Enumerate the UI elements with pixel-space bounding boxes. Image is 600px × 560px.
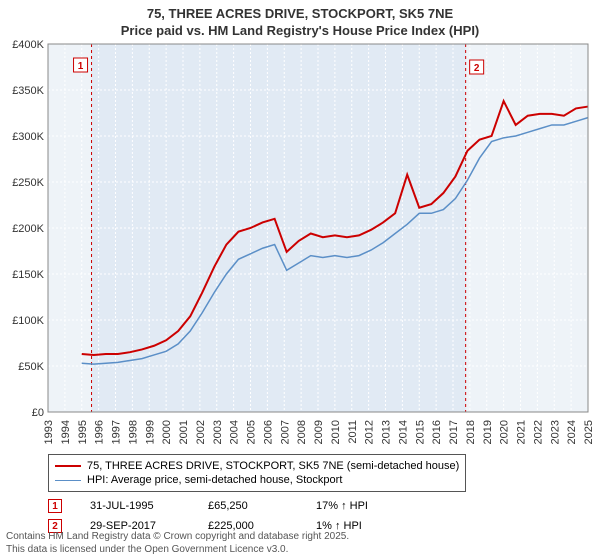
sales-table: 131-JUL-1995£65,25017% ↑ HPI229-SEP-2017… (48, 496, 368, 536)
svg-text:1993: 1993 (43, 420, 55, 444)
svg-text:£300K: £300K (12, 131, 44, 143)
svg-text:2010: 2010 (330, 420, 342, 444)
sale-row: 1 31-JUL-1995 £65,250 17% ↑ HPI (48, 496, 368, 516)
svg-text:1996: 1996 (94, 420, 106, 444)
svg-text:2012: 2012 (364, 420, 376, 444)
footer-attribution: Contains HM Land Registry data © Crown c… (6, 531, 594, 556)
svg-text:2021: 2021 (516, 420, 528, 444)
svg-text:2008: 2008 (296, 420, 308, 444)
svg-text:2011: 2011 (347, 420, 359, 444)
svg-text:£100K: £100K (12, 315, 44, 327)
svg-text:2014: 2014 (397, 420, 409, 444)
sale-marker: 1 (48, 499, 62, 513)
svg-text:2024: 2024 (566, 420, 578, 444)
svg-text:2: 2 (474, 63, 480, 74)
sale-price: £65,250 (208, 500, 288, 512)
svg-text:2019: 2019 (482, 420, 494, 444)
chart-legend: 75, THREE ACRES DRIVE, STOCKPORT, SK5 7N… (48, 454, 466, 492)
sale-delta: 17% ↑ HPI (316, 500, 368, 512)
svg-text:2020: 2020 (499, 420, 511, 444)
svg-text:1994: 1994 (60, 420, 72, 444)
svg-text:£50K: £50K (18, 361, 44, 373)
svg-text:2022: 2022 (532, 420, 544, 444)
svg-text:£400K: £400K (12, 39, 44, 51)
legend-swatch (55, 480, 81, 481)
svg-text:2000: 2000 (161, 420, 173, 444)
svg-text:2025: 2025 (583, 420, 595, 444)
svg-text:£150K: £150K (12, 269, 44, 281)
svg-text:2002: 2002 (195, 420, 207, 444)
legend-swatch (55, 465, 81, 467)
svg-text:2023: 2023 (549, 420, 561, 444)
svg-text:£250K: £250K (12, 177, 44, 189)
line-chart: £0 £50K £100K £150K £200K £250K £300K £350K £400… (0, 0, 600, 456)
svg-text:2013: 2013 (381, 420, 393, 444)
sale-date: 31-JUL-1995 (90, 500, 180, 512)
svg-text:2006: 2006 (262, 420, 274, 444)
svg-text:2007: 2007 (279, 420, 291, 444)
footer-line-2: This data is licensed under the Open Gov… (6, 544, 594, 557)
svg-text:1995: 1995 (77, 420, 89, 444)
legend-label: HPI: Average price, semi-detached house,… (87, 474, 342, 486)
legend-label: 75, THREE ACRES DRIVE, STOCKPORT, SK5 7N… (87, 460, 459, 472)
svg-text:£200K: £200K (12, 223, 44, 235)
footer-line-1: Contains HM Land Registry data © Crown c… (6, 531, 594, 544)
svg-text:2005: 2005 (246, 420, 258, 444)
svg-text:2015: 2015 (414, 420, 426, 444)
svg-text:2001: 2001 (178, 420, 190, 444)
legend-item: HPI: Average price, semi-detached house,… (55, 473, 459, 487)
svg-text:2004: 2004 (229, 420, 241, 444)
svg-text:£0: £0 (32, 407, 44, 419)
svg-text:2018: 2018 (465, 420, 477, 444)
svg-text:1: 1 (78, 61, 84, 72)
legend-item: 75, THREE ACRES DRIVE, STOCKPORT, SK5 7N… (55, 459, 459, 473)
svg-text:1997: 1997 (111, 420, 123, 444)
svg-text:2016: 2016 (431, 420, 443, 444)
svg-text:1998: 1998 (127, 420, 139, 444)
svg-text:2003: 2003 (212, 420, 224, 444)
svg-text:2017: 2017 (448, 420, 460, 444)
svg-text:£350K: £350K (12, 85, 44, 97)
svg-text:2009: 2009 (313, 420, 325, 444)
svg-text:1999: 1999 (144, 420, 156, 444)
